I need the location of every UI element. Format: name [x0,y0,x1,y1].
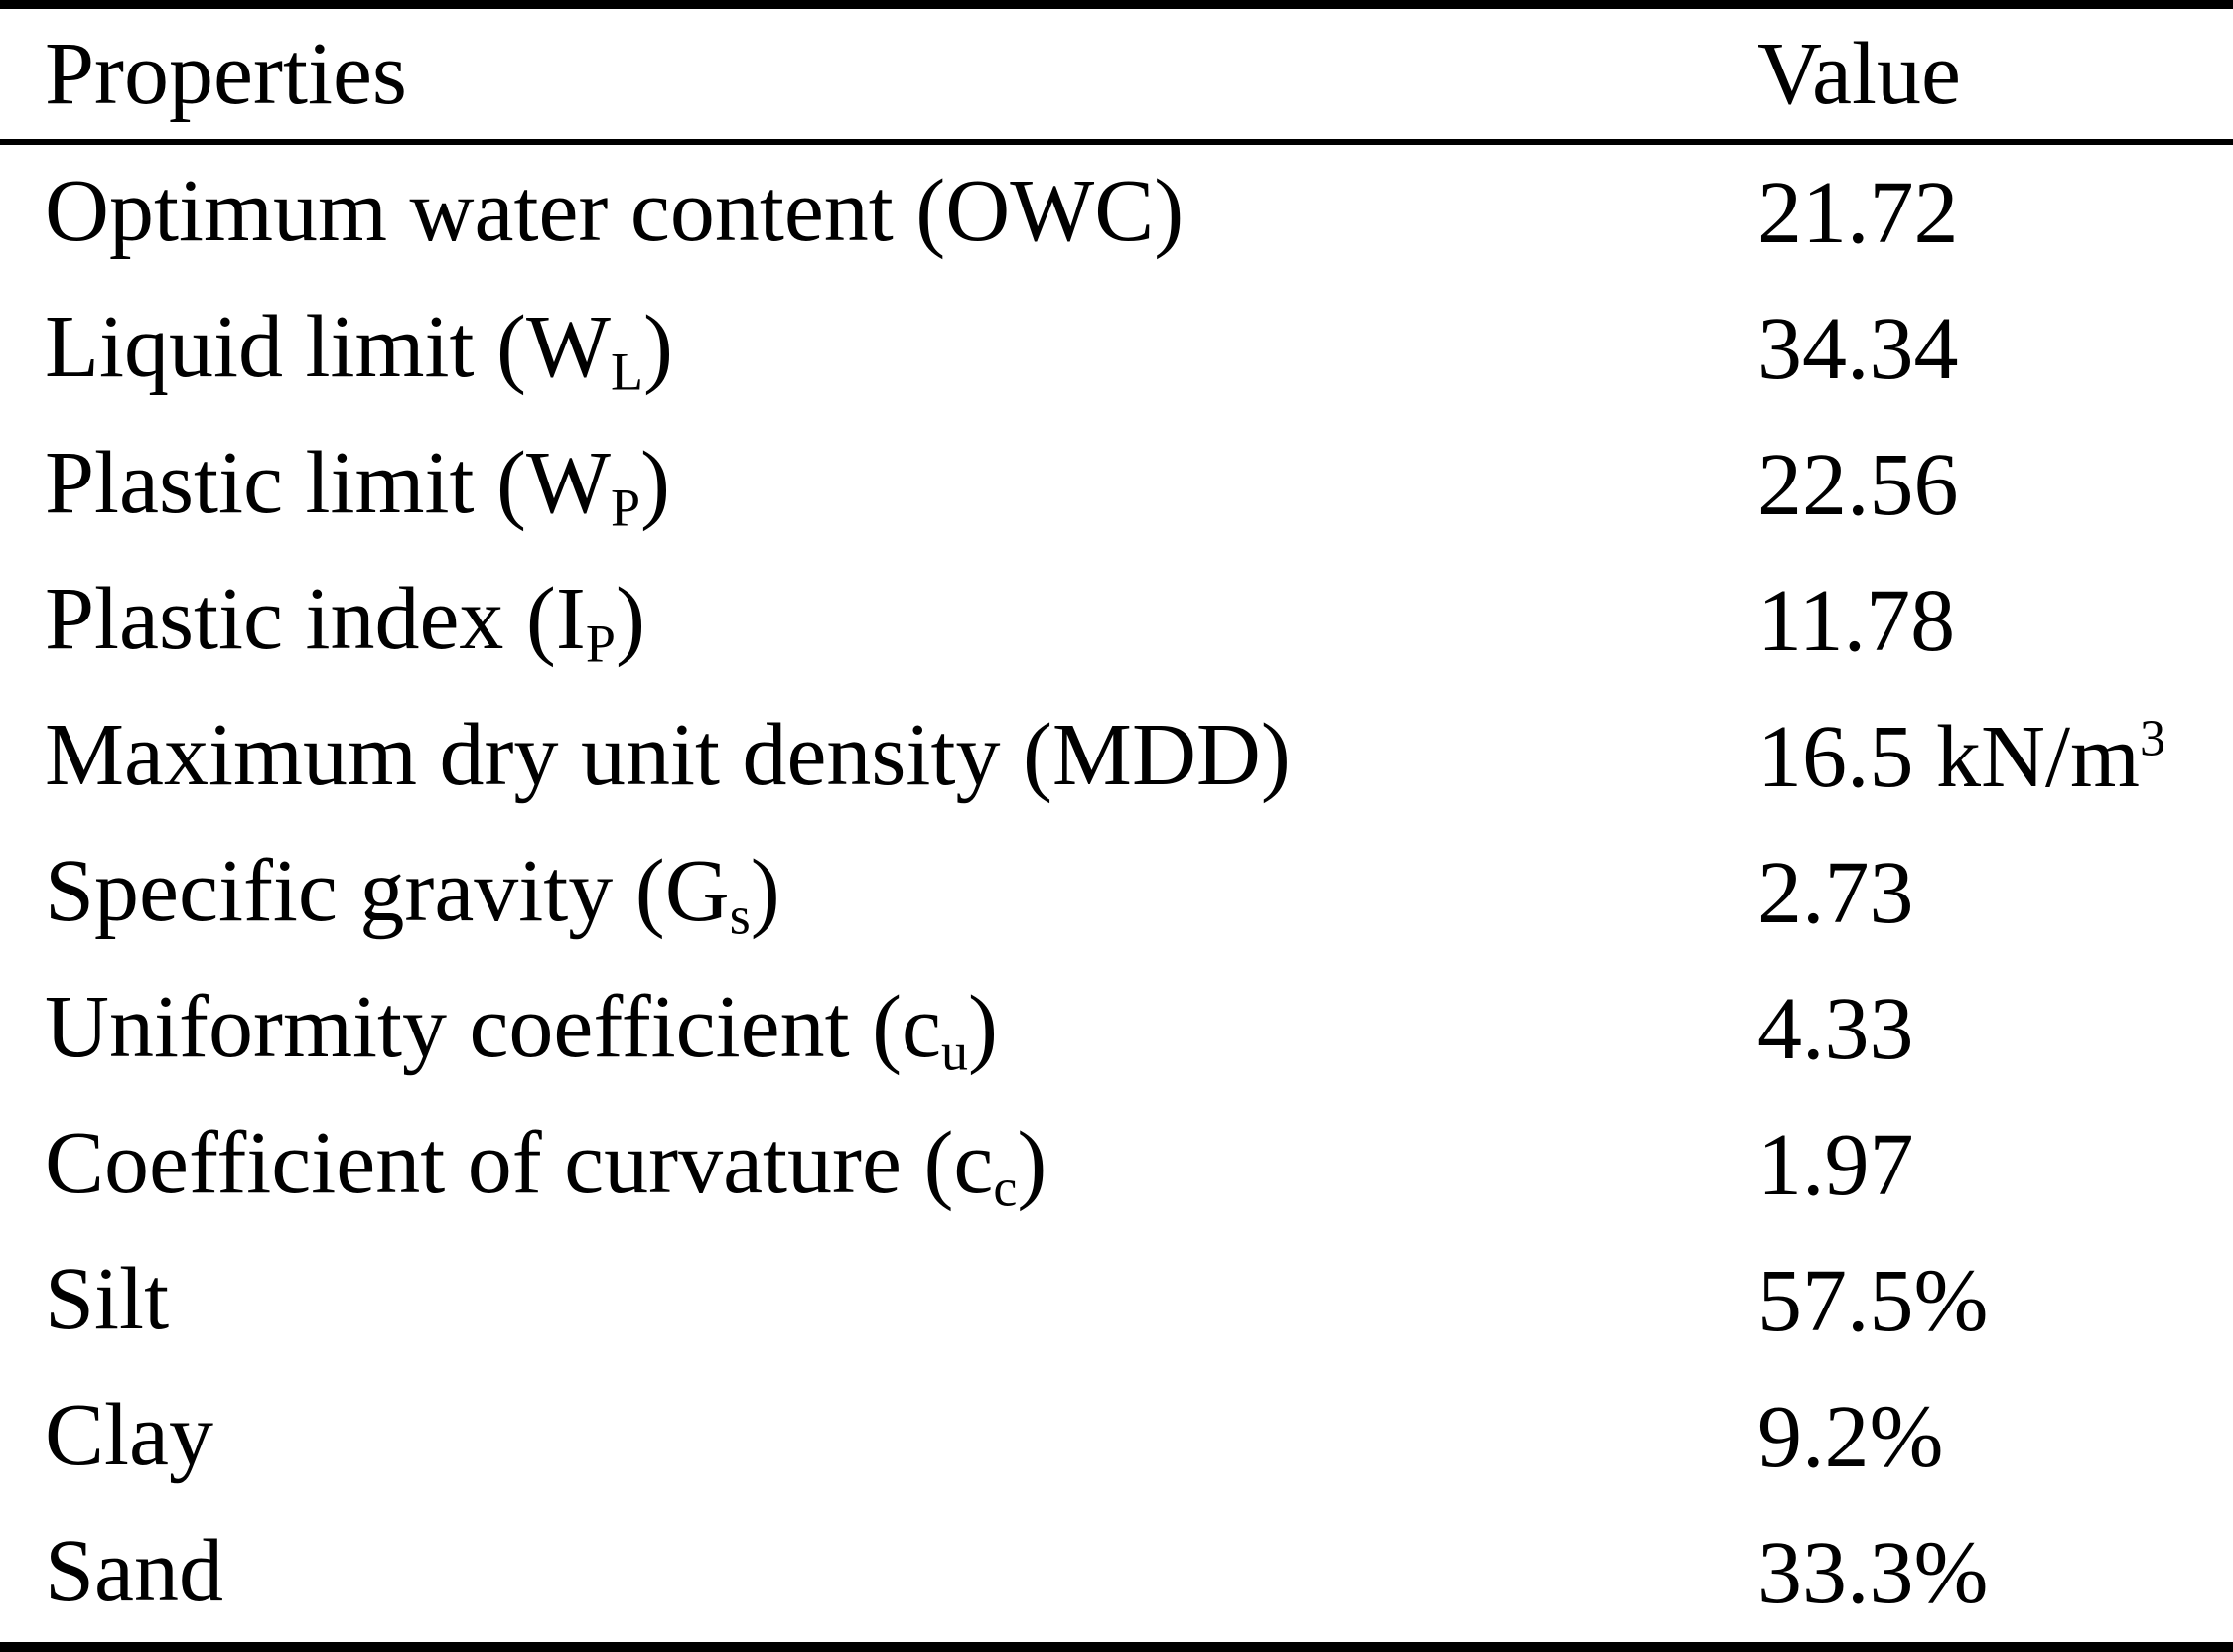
property-label: Maximum dry unit density (MDD) [45,705,1291,804]
property-cell: Specific gravity (Gs) [0,840,1757,947]
table-row-sand: Sand 33.3% [0,1505,2233,1641]
property-label: Clay [45,1385,213,1484]
property-cell: Sand [0,1520,1757,1627]
table-row-mdd: Maximum dry unit density (MDD) 16.5 kN/m… [0,689,2233,825]
property-cell: Silt [0,1248,1757,1355]
value-cell: 57.5% [1757,1250,2233,1352]
value-text: 1.97 [1757,1116,1914,1214]
value-text: 34.34 [1757,300,1959,398]
table-row-specific-gravity: Specific gravity (Gs) 2.73 [0,825,2233,961]
value-cell: 4.33 [1757,978,2233,1080]
table-row-plastic-limit: Plastic limit (WP) 22.56 [0,417,2233,553]
property-cell: Uniformity coefficient (cu) [0,976,1757,1083]
property-label: Plastic index (I [45,569,586,668]
table-header-row: Properties Value [0,9,2233,145]
value-cell: 11.78 [1757,570,2233,672]
value-cell: 34.34 [1757,298,2233,400]
property-cell: Coefficient of curvature (cc) [0,1112,1757,1219]
table-row-owc: Optimum water content (OWC) 21.72 [0,145,2233,281]
property-subscript: P [610,478,640,538]
property-label-close: ) [1017,1113,1047,1212]
column-header-properties: Properties [45,25,407,123]
property-subscript: s [729,886,751,946]
property-cell: Clay [0,1384,1757,1491]
value-cell: 2.73 [1757,842,2233,944]
property-label: Plastic limit (W [45,433,611,532]
value-text: 22.56 [1757,436,1959,534]
property-label: Optimum water content (OWC) [45,161,1185,260]
value-cell: 1.97 [1757,1114,2233,1216]
value-cell: 22.56 [1757,434,2233,536]
property-label: Coefficient of curvature (c [45,1113,994,1212]
property-label-close: ) [968,977,998,1076]
value-text: 4.33 [1757,980,1914,1078]
value-cell: 33.3% [1757,1522,2233,1624]
value-cell: 16.5 kN/m3 [1757,706,2233,808]
property-subscript: L [610,342,643,402]
property-label-close: ) [642,297,673,396]
property-cell: Maximum dry unit density (MDD) [0,704,1757,811]
property-subscript: c [993,1158,1018,1218]
value-text: 2.73 [1757,844,1914,942]
value-cell: 9.2% [1757,1386,2233,1488]
property-label-close: ) [750,841,780,940]
property-cell: Plastic index (IP) [0,568,1757,675]
value-text: 57.5% [1757,1252,1989,1350]
value-text: 33.3% [1757,1524,1989,1622]
value-text: 16.5 kN/m [1757,708,2141,806]
property-subscript: P [585,614,616,674]
property-label-close: ) [639,433,670,532]
table-row-clay: Clay 9.2% [0,1369,2233,1505]
property-label-close: ) [615,569,645,668]
column-header-value: Value [1757,25,1961,123]
property-label: Silt [45,1249,170,1348]
value-superscript: 3 [2140,709,2166,767]
property-cell: Plastic limit (WP) [0,432,1757,539]
table-row-uniformity-coefficient: Uniformity coefficient (cu) 4.33 [0,961,2233,1097]
property-label: Uniformity coefficient (c [45,977,941,1076]
value-text: 11.78 [1757,572,1956,670]
property-cell: Liquid limit (WL) [0,296,1757,403]
property-label: Liquid limit (W [45,297,611,396]
property-label: Sand [45,1521,223,1620]
value-text: 9.2% [1757,1388,1944,1486]
property-subscript: u [941,1022,968,1082]
table-row-liquid-limit: Liquid limit (WL) 34.34 [0,281,2233,417]
property-label: Specific gravity (G [45,841,730,940]
value-text: 21.72 [1757,164,1959,262]
table-row-silt: Silt 57.5% [0,1233,2233,1369]
property-cell: Optimum water content (OWC) [0,160,1757,267]
value-cell: 21.72 [1757,162,2233,264]
table-row-coefficient-of-curvature: Coefficient of curvature (cc) 1.97 [0,1097,2233,1233]
table-row-plastic-index: Plastic index (IP) 11.78 [0,553,2233,689]
